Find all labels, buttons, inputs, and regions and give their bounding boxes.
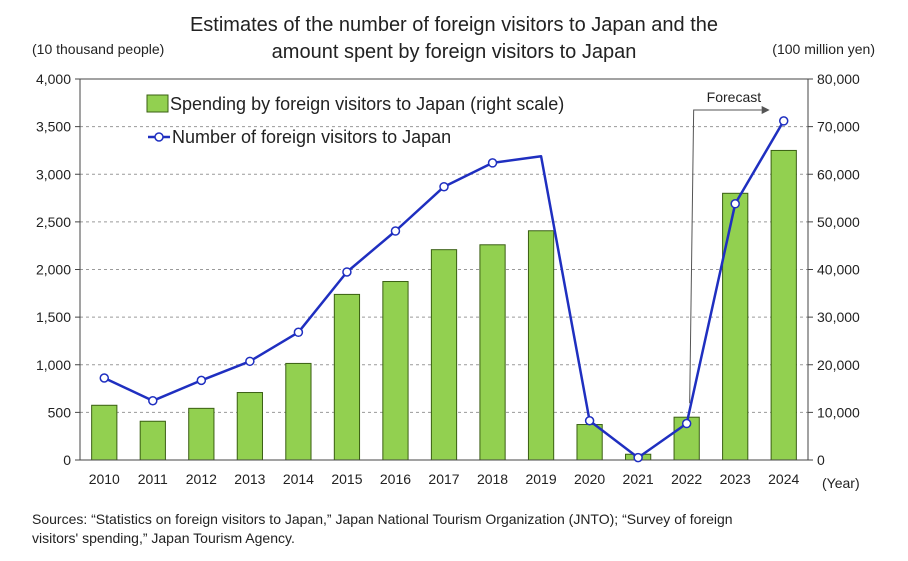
right-tick-label: 80,000 xyxy=(817,71,860,87)
x-tick-label: 2018 xyxy=(477,471,508,487)
right-tick-label: 20,000 xyxy=(817,357,860,373)
right-tick-label: 40,000 xyxy=(817,262,860,278)
x-tick-label: 2014 xyxy=(283,471,314,487)
x-tick-label: 2013 xyxy=(234,471,265,487)
x-tick-label: 2015 xyxy=(331,471,362,487)
chart-title-line-1: Estimates of the number of foreign visit… xyxy=(190,14,718,36)
x-tick-label: 2010 xyxy=(89,471,120,487)
point-2017 xyxy=(439,181,449,192)
left-axis-unit: (10 thousand people) xyxy=(32,41,164,57)
right-axis-unit: (100 million yen) xyxy=(772,41,875,57)
point-2012 xyxy=(196,375,207,386)
point-2024 xyxy=(778,116,789,126)
right-tick-label: 70,000 xyxy=(817,119,860,135)
right-tick-label: 10,000 xyxy=(817,404,860,420)
left-tick-label: 1,000 xyxy=(36,357,71,373)
bar-2010 xyxy=(91,404,118,461)
x-tick-label: 2012 xyxy=(186,471,217,487)
left-tick-label: 0 xyxy=(63,452,71,468)
x-axis-label: (Year) xyxy=(822,475,860,491)
point-2015 xyxy=(342,267,352,277)
point-2010 xyxy=(99,373,110,383)
left-axis: 0 500 1,000 1,500 2,000 2,500 3,000 3,500 4,000 xyxy=(36,71,80,468)
bar-2014 xyxy=(285,362,312,461)
right-tick-label: 30,000 xyxy=(817,309,860,325)
x-tick-label: 2021 xyxy=(623,471,654,487)
chart-title-line-2: amount spent by foreign visitors to Japa… xyxy=(272,41,637,63)
right-tick-label: 60,000 xyxy=(817,166,860,182)
point-2011 xyxy=(148,396,158,406)
bar-2017 xyxy=(430,249,458,461)
bar-2018 xyxy=(479,244,506,461)
left-tick-label: 4,000 xyxy=(36,71,71,87)
x-tick-label: 2017 xyxy=(428,471,459,487)
x-tick-label: 2023 xyxy=(720,471,751,487)
bar-2019 xyxy=(527,230,555,461)
legend: Spending by foreign visitors to Japan (r… xyxy=(146,94,564,147)
left-tick-label: 500 xyxy=(48,404,72,420)
left-tick-label: 2,500 xyxy=(36,214,71,230)
point-2018 xyxy=(487,158,498,168)
bar-2015 xyxy=(333,293,361,461)
x-tick-label: 2019 xyxy=(525,471,556,487)
right-tick-label: 0 xyxy=(817,452,825,468)
point-2013 xyxy=(245,356,255,367)
point-2016 xyxy=(390,226,401,236)
x-tick-label: 2011 xyxy=(138,471,168,487)
grid xyxy=(80,126,808,413)
legend-bar-label: Spending by foreign visitors to Japan (r… xyxy=(170,94,564,114)
left-tick-label: 1,500 xyxy=(36,309,71,325)
point-2023 xyxy=(730,199,740,209)
line-series xyxy=(99,116,789,463)
point-2022 xyxy=(681,418,692,429)
forecast-bracket xyxy=(689,109,762,404)
legend-line-label: Number of foreign visitors to Japan xyxy=(172,127,451,147)
bar-2011 xyxy=(139,420,166,461)
forecast-arrowhead xyxy=(761,106,770,114)
x-axis: 2010 2011 2012 2013 2014 2015 2016 2017 2018 2019… xyxy=(89,471,800,487)
forecast-annotation: Forecast xyxy=(689,89,770,404)
x-tick-label: 2022 xyxy=(671,471,702,487)
bar-2020 xyxy=(576,424,603,461)
right-axis: 0 10,000 20,000 30,000 40,000 50,000 60,000 70,… xyxy=(808,71,860,468)
bar-2024 xyxy=(770,149,797,461)
right-tick-label: 50,000 xyxy=(817,214,860,230)
source-line-1: Sources: “Statistics on foreign visitors… xyxy=(32,511,733,527)
bar-series xyxy=(91,149,797,461)
left-tick-label: 3,500 xyxy=(36,119,71,135)
bar-2023 xyxy=(722,192,749,461)
source-line-2: visitors' spending,” Japan Tourism Agenc… xyxy=(32,530,295,546)
x-tick-label: 2020 xyxy=(574,471,605,487)
bar-2016 xyxy=(382,281,409,461)
legend-line-marker xyxy=(154,132,164,142)
point-2021 xyxy=(633,452,643,463)
bar-2012 xyxy=(188,407,215,461)
x-tick-label: 2024 xyxy=(768,471,799,487)
left-tick-label: 3,000 xyxy=(36,166,71,182)
x-tick-label: 2016 xyxy=(380,471,411,487)
forecast-label: Forecast xyxy=(707,89,762,105)
bar-2013 xyxy=(236,392,263,461)
point-2020 xyxy=(584,416,595,426)
legend-bar-swatch xyxy=(146,94,169,113)
point-2014 xyxy=(293,327,304,338)
bar-2022 xyxy=(673,416,700,461)
left-tick-label: 2,000 xyxy=(36,262,71,278)
